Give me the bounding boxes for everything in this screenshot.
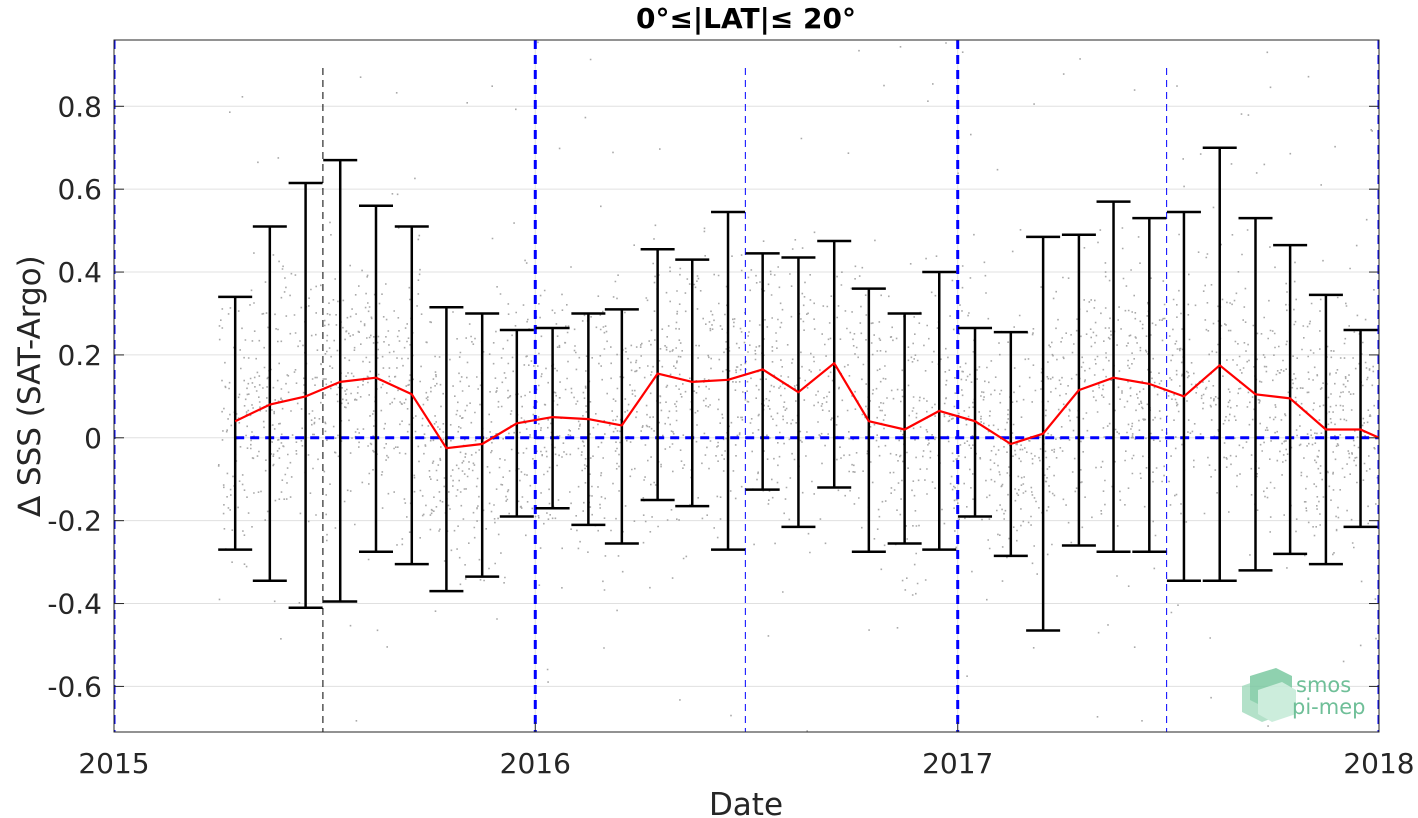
x-axis-title: Date [709,787,783,818]
y-tick-label: 0.4 [57,256,102,289]
y-tick-label: 0.8 [57,90,102,123]
mean-line-layer [234,362,1380,450]
y-tick-label: 0.2 [57,339,102,372]
axis-ticks: 0.8 0.6 0.4 0.2 0 -0.2 -0.4 -0.6 2015 2016 2017 201… [47,90,1414,780]
x-tick-label: 2017 [922,747,993,780]
chart-title: 0°≤|LAT|≤ 20° [636,2,856,35]
logo-line-2: pi-mep [1292,695,1365,719]
logo-mark-icon [1242,668,1296,722]
y-tick-label: -0.2 [47,505,102,538]
smos-pi-mep-logo: smos pi-mep [1242,668,1365,722]
error-bar [218,295,253,551]
x-tick-label: 2016 [500,747,571,780]
y-tick-label: -0.6 [47,670,102,703]
error-bar [745,252,780,491]
logo-line-1: smos [1296,673,1351,697]
y-tick-label: -0.4 [47,588,102,621]
error-bars [218,146,1378,632]
reference-lines [114,40,1379,732]
y-axis-title: ∆ SSS (SAT-Argo) [12,255,48,517]
x-tick-label: 2015 [78,747,149,780]
x-tick-label: 2018 [1343,747,1414,780]
y-tick-label: 0.6 [57,173,102,206]
plot-background [114,40,1379,732]
y-tick-label: 0 [84,422,102,455]
mean-line [234,362,1380,450]
plot-frame [113,39,1380,733]
